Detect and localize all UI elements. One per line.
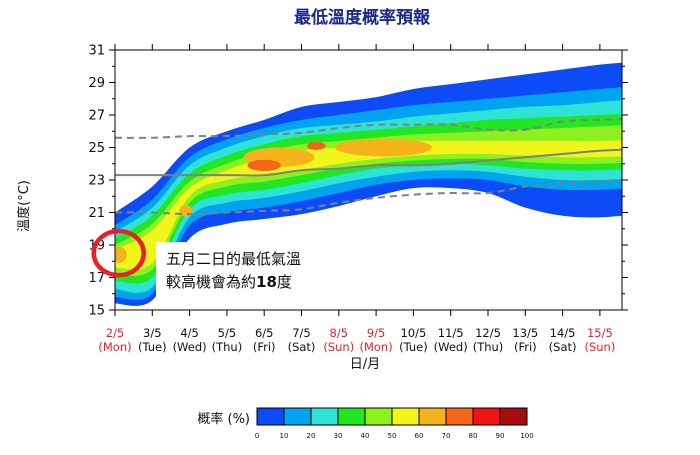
plot-area — [115, 62, 622, 306]
highlight-circle — [91, 228, 146, 278]
x-tick-date-0: 2/5 — [106, 326, 125, 340]
x-tick-date-12: 14/5 — [550, 326, 576, 340]
x-axis: 2/5(Mon)3/5(Tue)4/5(Wed)5/5(Thu)6/5(Fri)… — [98, 44, 615, 354]
x-tick-date-7: 9/5 — [367, 326, 386, 340]
probability-hotspots — [115, 138, 433, 263]
probability-hotspot-70-80-4 — [247, 159, 281, 172]
probability-band-40-50 — [115, 125, 622, 276]
x-axis-label: 日/月 — [350, 357, 380, 372]
probability-field — [115, 62, 622, 306]
x-tick-date-11: 13/5 — [512, 326, 538, 340]
colorbar-tick-70: 70 — [442, 432, 451, 440]
colorbar-tick-80: 80 — [469, 432, 478, 440]
colorbar-swatch-3 — [338, 408, 365, 425]
y-tick-label-25: 25 — [88, 141, 105, 156]
x-tick-day-11: (Fri) — [514, 340, 537, 354]
y-tick-label-29: 29 — [88, 76, 105, 91]
probability-hotspot-60-70-0 — [115, 246, 127, 263]
colorbar-label: 概率 (%) — [197, 411, 250, 427]
chart-title: 最低溫度概率預報 — [294, 7, 431, 28]
x-tick-date-10: 12/5 — [475, 326, 501, 340]
x-tick-date-8: 10/5 — [400, 326, 426, 340]
probability-band-50-60 — [115, 140, 622, 270]
x-tick-date-4: 6/5 — [255, 326, 274, 340]
annotation-line2-suffix: 度 — [277, 273, 292, 291]
colorbar-tick-20: 20 — [307, 432, 316, 440]
colorbar-tick-30: 30 — [334, 432, 343, 440]
percentile-lines — [115, 117, 622, 216]
x-tick-day-7: (Mon) — [359, 340, 392, 354]
x-tick-date-13: 15/5 — [587, 326, 613, 340]
y-tick-label-31: 31 — [88, 44, 105, 59]
x-tick-day-10: (Thu) — [473, 340, 504, 354]
annotation-line2-prefix: 較高機會為約 — [166, 273, 256, 291]
x-tick-day-12: (Sat) — [549, 340, 577, 354]
colorbar-swatch-8 — [473, 408, 500, 425]
x-tick-day-6: (Sun) — [323, 340, 354, 354]
highlight-marker — [91, 228, 146, 278]
y-tick-label-21: 21 — [88, 206, 105, 221]
y-tick-label-15: 15 — [88, 304, 105, 319]
colorbar-swatch-2 — [311, 408, 338, 425]
colorbar-swatch-6 — [419, 408, 446, 425]
x-tick-date-2: 4/5 — [180, 326, 199, 340]
x-tick-date-9: 11/5 — [438, 326, 464, 340]
colorbar-swatch-1 — [284, 408, 311, 425]
annotation-line1: 五月二日的最低氣溫 — [166, 250, 301, 268]
annotation-line2: 較高機會為約18度 — [166, 273, 292, 291]
x-tick-day-3: (Thu) — [212, 340, 243, 354]
colorbar-tick-90: 90 — [496, 432, 505, 440]
x-tick-day-0: (Mon) — [98, 340, 131, 354]
colorbar-tick-60: 60 — [415, 432, 424, 440]
x-tick-day-9: (Wed) — [434, 340, 468, 354]
x-tick-date-5: 7/5 — [292, 326, 311, 340]
colorbar-swatch-0 — [257, 408, 284, 425]
annotation-box — [156, 242, 336, 296]
colorbar-swatch-5 — [392, 408, 419, 425]
y-tick-label-27: 27 — [88, 109, 105, 124]
x-tick-date-1: 3/5 — [143, 326, 162, 340]
colorbar-tick-0: 0 — [255, 432, 259, 440]
colorbar-swatch-7 — [446, 408, 473, 425]
y-axis-label: 溫度(°C) — [16, 180, 32, 232]
dashed-line-2 — [115, 178, 622, 216]
dashed-line-0 — [115, 117, 622, 139]
x-tick-day-4: (Fri) — [253, 340, 276, 354]
probability-hotspot-60-70-3 — [335, 138, 433, 157]
colorbar-swatch-9 — [500, 408, 527, 425]
colorbar-tick-40: 40 — [361, 432, 370, 440]
colorbar: 0 10 20 30 40 50 60 70 80 90 100 — [255, 407, 534, 440]
x-tick-day-13: (Sun) — [584, 340, 615, 354]
colorbar-tick-50: 50 — [388, 432, 397, 440]
median-line-1 — [115, 148, 622, 177]
x-tick-day-8: (Tue) — [399, 340, 428, 354]
x-tick-day-2: (Wed) — [173, 340, 207, 354]
x-tick-day-5: (Sat) — [288, 340, 316, 354]
x-tick-day-1: (Tue) — [138, 340, 167, 354]
probability-hotspot-70-80-5 — [307, 141, 326, 150]
y-tick-label-23: 23 — [88, 174, 105, 189]
colorbar-tick-10: 10 — [280, 432, 289, 440]
x-tick-date-3: 5/5 — [218, 326, 237, 340]
y-tick-label-17: 17 — [88, 271, 105, 286]
x-tick-date-6: 8/5 — [330, 326, 349, 340]
colorbar-swatch-4 — [365, 408, 392, 425]
annotation-line2-value: 18 — [256, 273, 277, 291]
colorbar-tick-100: 100 — [520, 432, 533, 440]
